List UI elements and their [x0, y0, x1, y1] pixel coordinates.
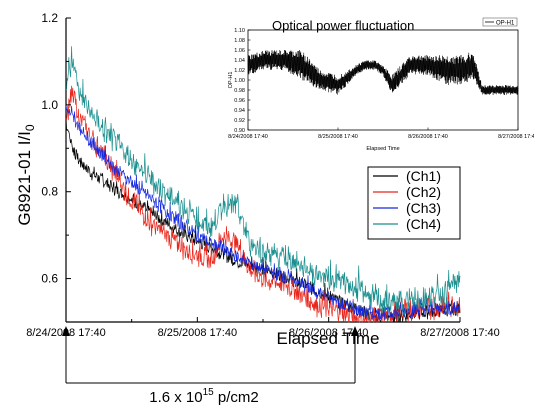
inset-x-ticks: 8/24/2008 17:40 8/25/2008 17:40 8/26/2008 … [228, 127, 534, 140]
dose-annotation: 1.6 x 1015 p/cm2 [62, 326, 359, 406]
inset-series-group [247, 49, 519, 96]
inset-y-tick-label: 1.02 [234, 68, 245, 74]
inset-x-axis-label: Elapsed Time [366, 146, 399, 152]
inset-y-axis-label: OP-H1 [228, 72, 234, 89]
dose-label-unit: p/cm2 [214, 389, 259, 406]
main-y-axis-label-text: G8921-01 I/I [15, 131, 34, 226]
inset-y-tick-label: 1.00 [234, 78, 245, 84]
inset-y-tick-label: 1.08 [234, 38, 245, 44]
main-legend: (Ch1)(Ch2)(Ch3)(Ch4) [367, 166, 461, 240]
legend-items: (Ch1)(Ch2)(Ch3)(Ch4) [373, 168, 441, 232]
start-arrowhead [62, 326, 70, 336]
inset-x-tick-label: 8/25/2008 17:40 [318, 134, 358, 140]
main-x-ticks: 8/24/2008 17:40 8/25/2008 17:40 8/26/2008 … [26, 317, 500, 339]
inset-x-tick-label: 8/27/2008 17:40 [498, 134, 534, 140]
series-line-1 [65, 117, 461, 323]
inset-background [234, 12, 528, 159]
main-y-tick-label: 0.8 [41, 185, 58, 199]
inset-y-tick-label: 0.92 [234, 118, 245, 124]
inset-series-line [247, 49, 519, 96]
dose-label-prefix: 1.6 x 10 [149, 389, 202, 406]
legend-label-2: (Ch2) [406, 184, 441, 200]
inset-title: Optical power fluctuation [272, 18, 414, 33]
inset-chart: 0.90 0.92 0.94 0.96 0.98 1.00 1.02 1.04 1.06 1.08… [228, 12, 534, 159]
inset-x-tick-label: 8/26/2008 17:40 [408, 134, 448, 140]
legend-box [367, 166, 461, 240]
main-y-axis-label-subscript: 0 [23, 124, 37, 131]
main-y-tick-label: 1.0 [41, 98, 58, 112]
legend-label-3: (Ch3) [406, 200, 441, 216]
legend-label-4: (Ch4) [406, 216, 441, 232]
main-series-group [65, 46, 461, 323]
series-line-2 [65, 85, 461, 323]
inset-y-tick-label: 1.10 [234, 28, 245, 34]
main-x-tick-label: 8/27/2008 17:40 [420, 327, 500, 339]
dose-label: 1.6 x 1015 p/cm2 [149, 387, 259, 406]
inset-legend-box [482, 17, 518, 27]
inset-y-tick-label: 0.94 [234, 108, 245, 114]
inset-y-tick-label: 0.90 [234, 128, 245, 134]
inset-y-tick-label: 1.06 [234, 48, 245, 54]
main-x-tick-label: 8/26/2008 17:40 [289, 327, 369, 339]
inset-y-tick-label: 0.96 [234, 98, 245, 104]
legend-label-1: (Ch1) [406, 168, 441, 184]
inset-y-ticks: 0.90 0.92 0.94 0.96 0.98 1.00 1.02 1.04 1.06 1.08… [234, 28, 251, 134]
main-x-axis-label: Elapsed Time [277, 329, 380, 348]
inset-y-tick-label: 1.04 [234, 58, 245, 64]
inset-legend-label: OP-H1 [496, 21, 515, 27]
end-arrowhead [351, 326, 359, 336]
main-x-tick-label: 8/25/2008 17:40 [158, 327, 238, 339]
inset-x-tick-label: 8/24/2008 17:40 [228, 134, 268, 140]
main-y-ticks: 0.6 0.8 1.0 1.2 [41, 11, 71, 323]
series-line-3 [65, 105, 461, 321]
main-y-axis-label: G8921-01 I/I0 [15, 124, 37, 226]
inset-y-tick-label: 0.98 [234, 88, 245, 94]
dose-label-exponent: 15 [203, 387, 215, 398]
series-line-4 [65, 46, 461, 316]
main-y-tick-label: 0.6 [41, 272, 58, 286]
main-y-tick-label: 1.2 [41, 11, 58, 25]
